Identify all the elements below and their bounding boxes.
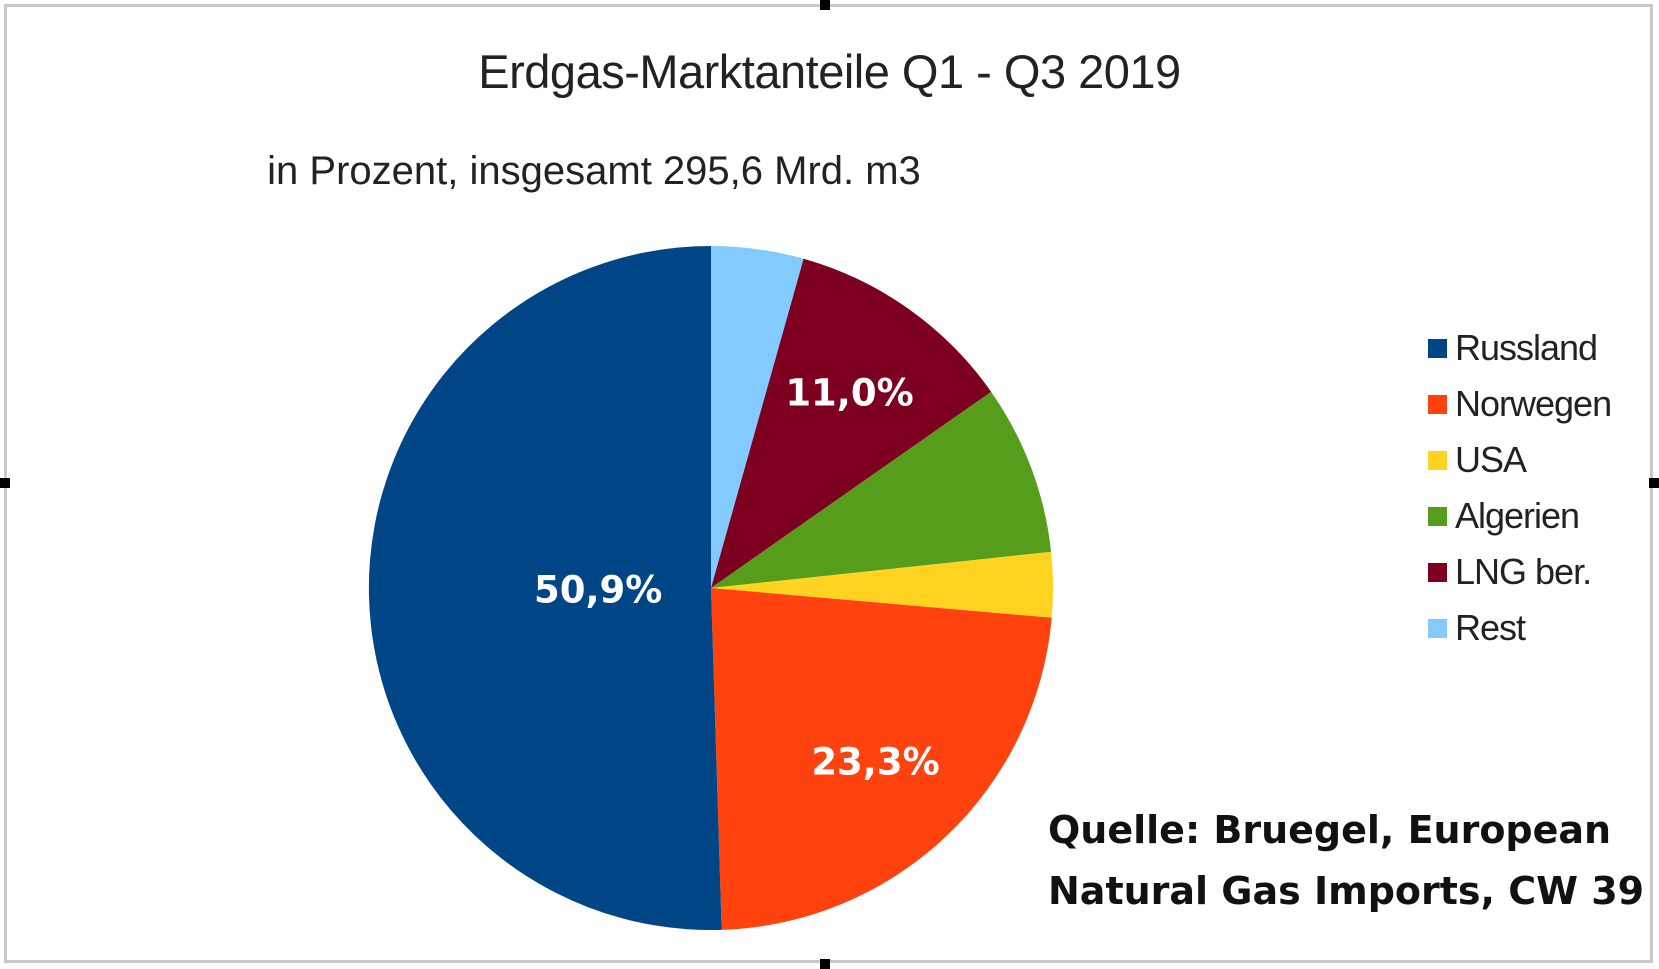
legend-item-norwegen: Norwegen [1428,376,1612,432]
pie-slice-lng-ber [711,258,992,588]
legend-label-lng-ber: LNG ber. [1455,551,1592,592]
chart-title: Erdgas-Marktanteile Q1 - Q3 2019 [478,45,1181,98]
data-label-lng-ber: 11,0% [785,371,913,414]
pie-slice-norwegen [711,588,1052,930]
resize-handle-top[interactable] [820,0,830,10]
pie-slice-russland [368,245,722,931]
legend-swatch-lng-ber [1428,562,1447,582]
legend-swatch-norwegen [1428,394,1447,414]
pie-slice-usa [711,551,1053,618]
data-label-russland: 50,9% [534,568,662,611]
legend-item-algerien: Algerien [1428,488,1611,544]
legend-swatch-russland [1428,338,1447,358]
chart-subtitle: in Prozent, insgesamt 295,6 Mrd. m3 [267,149,921,193]
legend-swatch-rest [1428,618,1447,638]
legend-swatch-algerien [1428,506,1447,526]
legend-item-rest: Rest [1428,600,1611,656]
legend-label-usa: USA [1455,439,1527,480]
legend-item-lng-ber: LNG ber. [1428,544,1611,600]
resize-handle-bottom[interactable] [820,959,830,969]
pie-slice-algerien [711,391,1052,588]
legend-label-russland: Russland [1455,327,1598,368]
legend-item-usa: USA [1428,432,1611,488]
legend-label-algerien: Algerien [1455,495,1580,536]
source-note: Quelle: Bruegel, European Natural Gas Im… [1048,800,1644,922]
legend-item-russland: Russland [1428,320,1611,376]
legend-label-norwegen: Norwegen [1455,383,1612,424]
resize-handle-left[interactable] [0,478,10,488]
data-label-norwegen: 23,3% [811,741,939,784]
pie-slice-rest [711,246,804,588]
source-line-1: Quelle: Bruegel, European [1048,808,1612,852]
legend-swatch-usa [1428,450,1447,470]
source-line-2: Natural Gas Imports, CW 39 [1048,869,1645,913]
legend-label-rest: Rest [1455,607,1526,648]
resize-handle-right[interactable] [1649,478,1659,488]
chart-legend: Russland Norwegen USA Algerien LNG ber. Rest [1428,320,1612,656]
